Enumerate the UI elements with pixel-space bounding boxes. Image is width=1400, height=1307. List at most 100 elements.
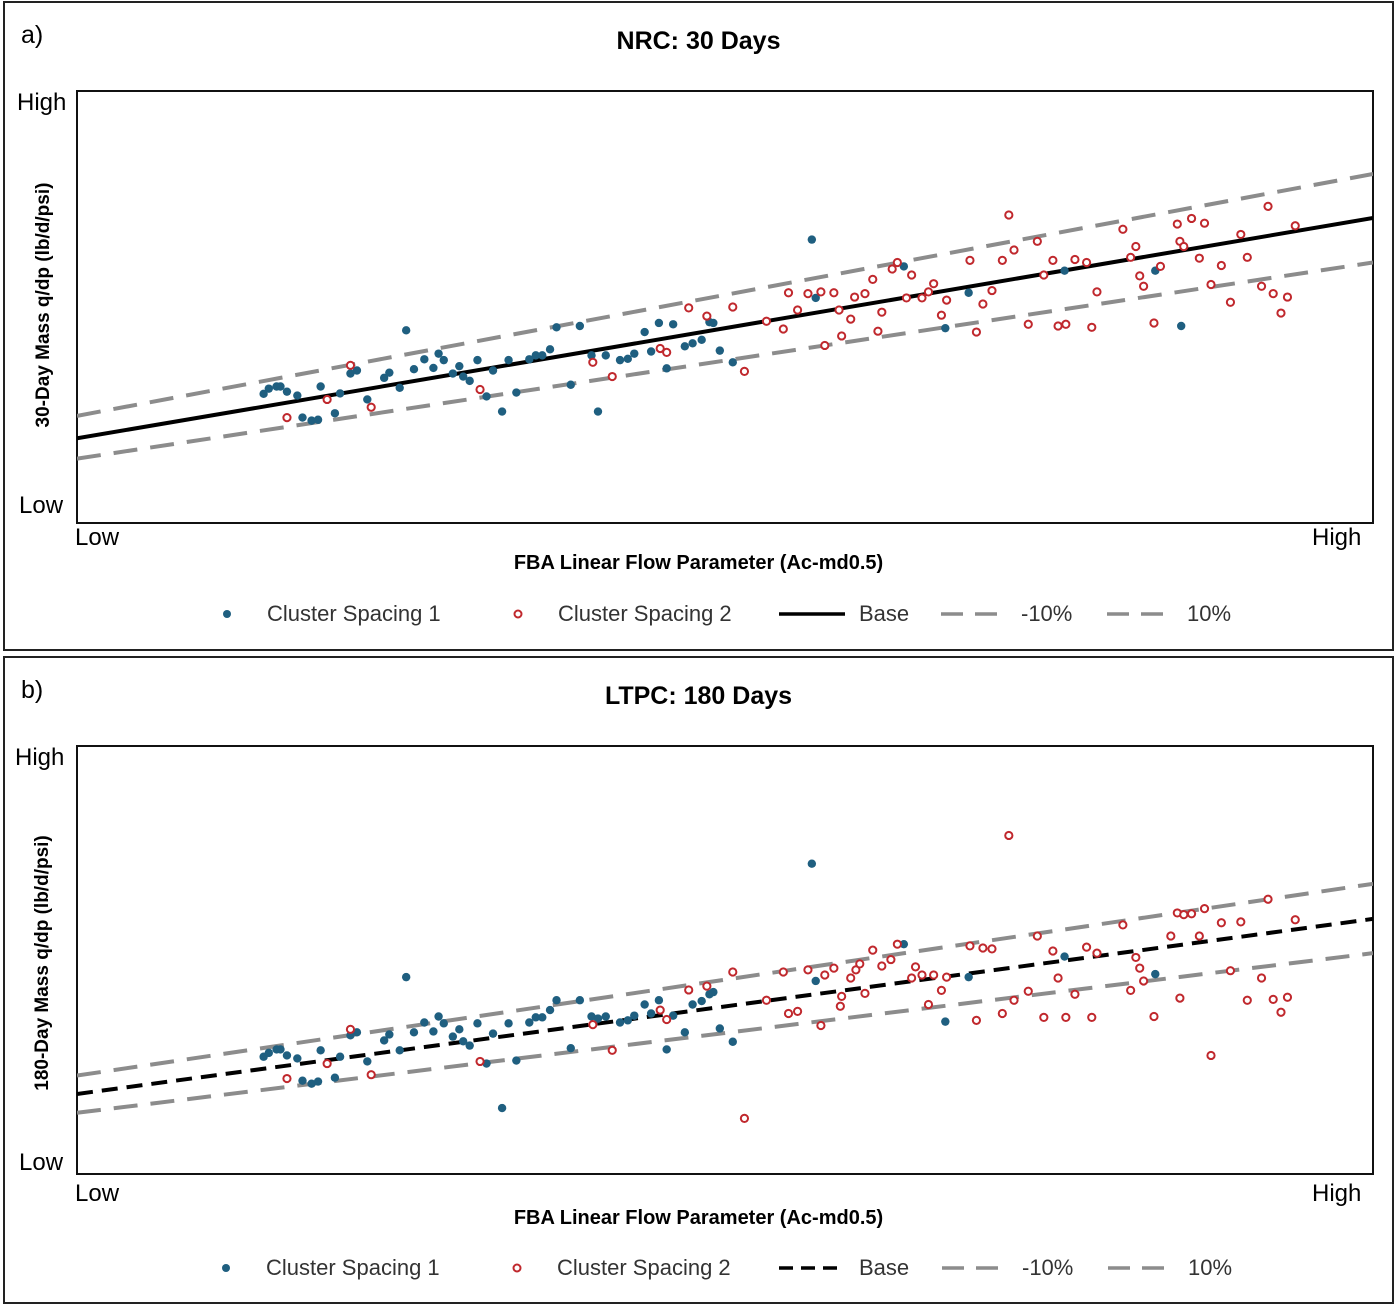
data-point-cs2 (1092, 287, 1102, 297)
data-point-cs2 (1061, 1012, 1071, 1022)
data-point-cs2 (1256, 281, 1267, 291)
legend: Cluster Spacing 1 Cluster Spacing 2 Base… (5, 599, 1392, 629)
legend-item-plus10: 10% (1105, 599, 1231, 629)
data-point-cs2 (1186, 909, 1197, 919)
data-point-cs1 (293, 1054, 302, 1063)
data-point-cs1 (455, 361, 464, 371)
data-point-cs1 (298, 1076, 307, 1085)
data-point-cs2 (868, 945, 878, 955)
data-point-cs1 (293, 391, 302, 400)
data-point-cs2 (1236, 917, 1246, 927)
data-point-cs1 (538, 1013, 547, 1022)
data-point-cs1 (497, 1103, 507, 1113)
data-point-cs2 (1087, 322, 1097, 332)
data-point-cs2 (1070, 254, 1080, 265)
data-point-cs2 (1023, 319, 1033, 329)
data-point-cs2 (837, 331, 847, 341)
data-point-cs2 (860, 988, 870, 998)
data-point-cs1 (566, 380, 575, 389)
data-point-cs1 (715, 1024, 725, 1033)
data-point-cs2 (1131, 241, 1141, 252)
legend-item-minus10: -10% (939, 599, 1072, 629)
data-point-cs2 (923, 287, 934, 297)
data-point-cs1 (688, 339, 697, 348)
data-point-cs1 (646, 347, 656, 356)
data-point-cs1 (313, 415, 323, 424)
data-point-cs1 (615, 1018, 625, 1027)
data-point-cs1 (601, 351, 610, 360)
data-point-cs1 (964, 288, 973, 297)
data-point-cs1 (623, 1016, 632, 1025)
data-point-cs1 (615, 355, 625, 365)
data-point-cs1 (482, 392, 491, 401)
legend-label: Base (859, 1255, 910, 1280)
data-point-cs1 (276, 382, 285, 391)
data-point-cs2 (1039, 270, 1049, 280)
data-point-cs2 (1004, 830, 1014, 841)
data-point-cs2 (820, 970, 830, 980)
data-point-cs2 (1009, 245, 1019, 255)
data-point-cs1 (566, 1043, 575, 1053)
data-point-cs2 (739, 366, 750, 376)
data-point-cs1 (316, 1046, 325, 1055)
dashed-line-swatch-icon (1107, 612, 1173, 616)
data-point-cs1 (465, 1041, 474, 1050)
data-point-cs2 (1166, 931, 1176, 941)
legend-item-cs2: Cluster Spacing 2 (507, 1253, 731, 1283)
data-point-cs2 (860, 289, 870, 299)
data-point-cs1 (455, 1025, 464, 1034)
data-point-cs2 (1225, 966, 1236, 976)
data-point-cs2 (877, 307, 887, 317)
data-point-cs1 (807, 235, 817, 244)
data-point-cs2 (1048, 946, 1058, 956)
data-point-cs1 (680, 1028, 690, 1037)
data-point-cs1 (575, 996, 585, 1005)
data-point-cs2 (662, 347, 672, 357)
data-point-cs2 (728, 967, 738, 977)
data-point-cs2 (1149, 1011, 1159, 1022)
data-point-cs1 (1176, 321, 1186, 331)
data-point-cs1 (512, 1056, 521, 1065)
y-axis-label: 30-Day Mass q/dp (lb/d/psi) (33, 182, 54, 428)
data-point-cs2 (739, 1113, 750, 1123)
data-point-cs2 (1216, 260, 1226, 271)
data-point-cs1 (459, 372, 468, 381)
data-point-cs2 (917, 970, 927, 980)
data-point-cs2 (1268, 994, 1278, 1004)
y-tick-high: High (15, 744, 65, 771)
solid-line-swatch-icon (779, 612, 845, 616)
data-point-cs2 (1199, 218, 1210, 228)
data-point-cs2 (1118, 224, 1128, 234)
data-point-cs1 (488, 1029, 498, 1038)
data-point-cs1 (363, 1057, 372, 1066)
data-point-cs1 (264, 1048, 274, 1058)
x-tick-low: Low (75, 1180, 120, 1207)
data-point-cs1 (899, 939, 909, 949)
data-point-cs2 (475, 1056, 485, 1067)
data-point-cs2 (282, 1073, 292, 1084)
data-point-cs1 (420, 355, 429, 364)
data-point-cs2 (877, 961, 887, 971)
data-point-cs2 (1179, 241, 1189, 252)
data-point-cs2 (907, 270, 917, 280)
y-tick-low: Low (19, 492, 64, 519)
data-point-cs2 (837, 991, 847, 1001)
data-point-cs2 (1175, 993, 1185, 1003)
data-point-cs2 (846, 973, 856, 983)
data-point-cs2 (987, 285, 997, 296)
data-point-cs1 (575, 321, 585, 331)
data-point-cs2 (322, 1058, 332, 1069)
data-point-cs2 (1139, 281, 1149, 291)
data-point-cs1 (335, 389, 345, 398)
data-point-cs2 (923, 999, 934, 1010)
x-tick-high: High (1312, 524, 1362, 551)
data-point-cs1 (1151, 969, 1160, 979)
data-point-cs2 (792, 1006, 803, 1016)
data-point-cs2 (1282, 992, 1293, 1002)
data-point-cs2 (873, 326, 883, 336)
data-point-cs1 (601, 1012, 610, 1021)
plot-frame (76, 90, 1374, 524)
data-point-cs2 (588, 357, 598, 367)
data-point-cs1 (264, 384, 274, 393)
data-point-cs1 (587, 1012, 596, 1021)
